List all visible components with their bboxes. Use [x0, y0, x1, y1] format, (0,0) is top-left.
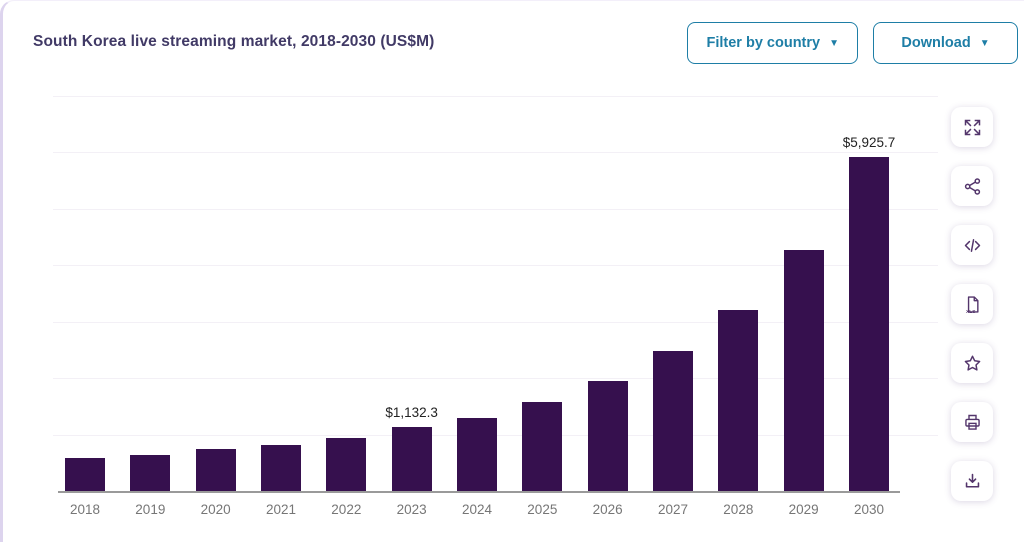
bar[interactable] [783, 250, 824, 491]
expand-fullscreen-button[interactable] [951, 107, 993, 147]
bar[interactable] [718, 309, 759, 491]
x-axis-tick-label: 2023 [396, 502, 427, 517]
print-icon [964, 414, 980, 430]
x-axis-tick-label: 2018 [69, 502, 101, 517]
embed-code-button[interactable] [951, 225, 993, 265]
svg-text:XLS: XLS [966, 308, 976, 314]
header-buttons: Filter by country ▼ Download ▼ [687, 22, 1018, 64]
x-axis-line [58, 491, 900, 493]
chart-title: South Korea live streaming market, 2018-… [33, 33, 435, 50]
bar[interactable] [65, 457, 105, 491]
x-axis-tick-label: 2029 [788, 502, 819, 517]
x-axis-tick-label: 2024 [461, 502, 492, 517]
gridline [53, 96, 938, 97]
x-axis-tick-label: 2030 [853, 502, 884, 517]
bar-value-label: $1,132.3 [385, 405, 438, 421]
gridline [53, 152, 938, 154]
embed-code-icon [964, 238, 980, 252]
chart-tools-toolbar: XLS [951, 107, 993, 501]
filter-by-country-button[interactable]: Filter by country ▼ [687, 22, 858, 64]
x-axis-tick-label: 2025 [527, 502, 558, 517]
gridline [53, 321, 938, 323]
share-icon [964, 177, 980, 195]
x-axis-tick-label: 2019 [135, 502, 166, 517]
bar[interactable] [391, 427, 432, 491]
x-axis-tick-label: 2026 [592, 502, 623, 517]
x-axis-tick-label: 2028 [723, 502, 754, 517]
download-image-button[interactable] [951, 461, 993, 501]
gridline [53, 208, 938, 210]
download-label: Download [901, 35, 971, 51]
download-button[interactable]: Download ▼ [873, 22, 1018, 64]
bar[interactable] [456, 417, 497, 491]
star-icon [964, 355, 980, 371]
bar-chart: 2018 2019 2020 2021 2022 2023 $1,132.3 2024 2025… [3, 1, 1024, 542]
bar[interactable] [195, 448, 236, 491]
bar[interactable] [130, 454, 171, 491]
x-axis-tick-label: 2022 [331, 502, 362, 517]
filter-by-country-label: Filter by country [706, 35, 821, 51]
bar[interactable] [652, 351, 693, 491]
xls-file-icon: XLS [966, 295, 979, 314]
x-axis-tick-label: 2021 [265, 502, 296, 517]
x-axis-tick-label: 2027 [657, 502, 688, 517]
bar[interactable] [587, 380, 628, 491]
bar[interactable] [260, 445, 301, 491]
gridline [53, 265, 938, 267]
chevron-down-icon: ▼ [979, 38, 990, 49]
bar-value-label: $5,925.7 [842, 134, 896, 150]
download-xls-button[interactable]: XLS [951, 284, 993, 324]
bar[interactable] [522, 401, 563, 491]
gridline [53, 378, 938, 380]
x-axis-tick-label: 2020 [200, 502, 231, 517]
download-image-icon [965, 473, 979, 488]
share-button[interactable] [951, 166, 993, 206]
print-button[interactable] [951, 402, 993, 442]
expand-icon [964, 119, 980, 135]
favorite-button[interactable] [951, 343, 993, 383]
bar[interactable] [848, 156, 889, 491]
bar[interactable] [326, 437, 367, 491]
chevron-down-icon: ▼ [829, 38, 839, 49]
